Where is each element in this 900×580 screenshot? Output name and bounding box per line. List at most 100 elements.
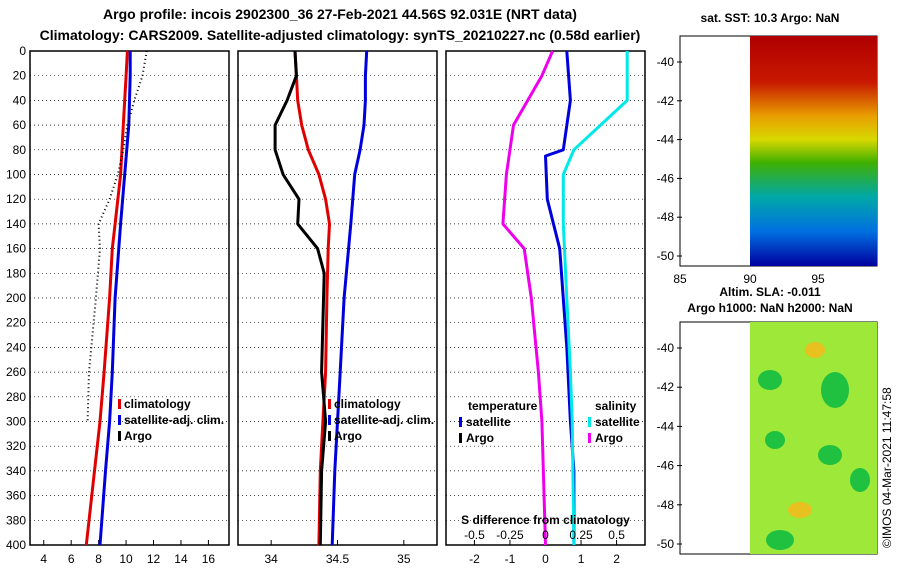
title-line-2: Climatology: CARS2009. Satellite-adjuste… [40, 27, 641, 43]
sla-title-1: Altim. SLA: -0.011 [719, 285, 821, 299]
legend-swatch [118, 415, 121, 425]
x-tick-label: -1 [505, 552, 516, 566]
sla-axis-ticks: -40 -42 -44 -46 -48 -50 [657, 341, 682, 551]
x-tick-label: 34.5 [326, 552, 350, 566]
y-tick-label: 280 [6, 390, 26, 404]
y-tick-label: 140 [6, 217, 26, 231]
x-tick-label: 6 [68, 552, 75, 566]
map-y-tick-label: -48 [657, 498, 675, 512]
x-tick-label: 1 [578, 552, 585, 566]
x-tick-label: 10 [119, 552, 133, 566]
sla-blobs [758, 342, 870, 550]
map-y-tick-label: -50 [657, 249, 675, 263]
x-tick-label: -2 [469, 552, 480, 566]
sst-title: sat. SST: 10.3 Argo: NaN [701, 11, 840, 25]
y-tick-label: 380 [6, 513, 26, 527]
y-tick-label: 240 [6, 340, 26, 354]
map-y-tick-label: -46 [657, 459, 675, 473]
legend-label: Argo [466, 431, 494, 445]
x2-axis-label: S difference from climatology [461, 513, 630, 527]
series-line [293, 50, 331, 546]
sla-blob [766, 530, 794, 550]
y-tick-label: 300 [6, 415, 26, 429]
sla-title-2: Argo h1000: NaN h2000: NaN [687, 301, 852, 315]
series-line [330, 50, 369, 546]
y-tick-label: 80 [13, 143, 27, 157]
profile-panels: 0204060801001201401601802002202402602803… [6, 44, 646, 566]
legend-label: Argo [334, 429, 362, 443]
series-line [561, 51, 629, 546]
legend-label: satellite [466, 415, 511, 429]
sst-axis-ticks: -40 -42 -44 -46 -48 -50 85 90 95 [657, 55, 825, 286]
x-tick-label: 8 [95, 552, 102, 566]
y-tick-label: 160 [6, 242, 26, 256]
sla-blob [850, 468, 870, 492]
sst-map: -40 -42 -44 -46 -48 -50 85 90 95 [657, 35, 878, 286]
legend-swatch [328, 415, 331, 425]
y-tick-label: 120 [6, 192, 26, 206]
legend-swatch [118, 431, 121, 441]
panel-frame [445, 50, 646, 546]
legend-label: satellite [595, 415, 640, 429]
y-tick-label: 180 [6, 266, 26, 280]
x2-tick-label: 0.5 [608, 528, 625, 542]
map-y-tick-label: -42 [657, 94, 675, 108]
x-tick-label: 4 [40, 552, 47, 566]
legend-swatch [118, 399, 121, 409]
y-tick-label: 60 [13, 118, 27, 132]
legend-label: Argo [595, 431, 623, 445]
sla-blob [821, 372, 849, 408]
legend-swatch [328, 431, 331, 441]
map-y-tick-label: -42 [657, 380, 675, 394]
y-tick-label: 100 [6, 168, 26, 182]
sla-map: -40 -42 -44 -46 -48 -50 [657, 321, 878, 555]
panel-temperature: 0 20 40 60 80 100 120 140 160 180 200 220 240 260 280 3… [6, 44, 230, 566]
title-line-1: Argo profile: incois 2902300_36 27-Feb-2… [103, 6, 577, 22]
x2-tick-label: -0.5 [464, 528, 485, 542]
credit-text: ©IMOS 04-Mar-2021 11:47:58 [880, 387, 894, 548]
map-y-tick-label: -48 [657, 210, 675, 224]
map-x-tick-label: 85 [673, 272, 687, 286]
map-y-tick-label: -46 [657, 171, 675, 185]
legend-swatch [588, 433, 591, 443]
series-line [273, 50, 328, 546]
sla-blob [765, 431, 785, 449]
legend-label: climatology [334, 397, 401, 411]
legend-label: Argo [124, 429, 152, 443]
legend-swatch [328, 399, 331, 409]
legend-swatch [588, 417, 591, 427]
legend-label: climatology [124, 397, 191, 411]
panel-salinity: 34 34.5 35 climatology satellite-adj. clim. A… [237, 50, 438, 566]
map-y-tick-label: -40 [657, 55, 675, 69]
y-tick-label: 360 [6, 489, 26, 503]
x-tick-label: 12 [147, 552, 161, 566]
map-x-tick-label: 95 [811, 272, 825, 286]
x-tick-label: 0 [542, 552, 549, 566]
x-tick-label: 14 [174, 552, 188, 566]
y-tick-label: 40 [13, 93, 27, 107]
panel-difference: -2 -1 0 1 2 temperature salinity satellite Argo s… [445, 50, 646, 566]
map-y-tick-label: -50 [657, 537, 675, 551]
x2-tick-label: -0.25 [496, 528, 524, 542]
legend-label: satellite-adj. clim. [124, 413, 224, 427]
map-y-tick-label: -40 [657, 341, 675, 355]
y-tick-label: 340 [6, 464, 26, 478]
y-tick-label: 320 [6, 439, 26, 453]
panel-frame [237, 50, 438, 546]
map-x-tick-label: 90 [743, 272, 757, 286]
series-line [98, 51, 132, 546]
series-line [86, 50, 148, 422]
legend-swatch [459, 433, 462, 443]
x-tick-label: 16 [202, 552, 216, 566]
sla-blob [788, 502, 812, 518]
map-y-tick-label: -44 [657, 133, 675, 147]
y-tick-label: 220 [6, 316, 26, 330]
x-tick-label: 2 [613, 552, 620, 566]
x2-tick-label: 0.25 [569, 528, 593, 542]
legend-swatch [459, 417, 462, 427]
sla-blob [758, 370, 782, 390]
legend-label: satellite-adj. clim. [334, 413, 434, 427]
map-y-tick-label: -44 [657, 419, 675, 433]
sla-blob [805, 342, 825, 358]
